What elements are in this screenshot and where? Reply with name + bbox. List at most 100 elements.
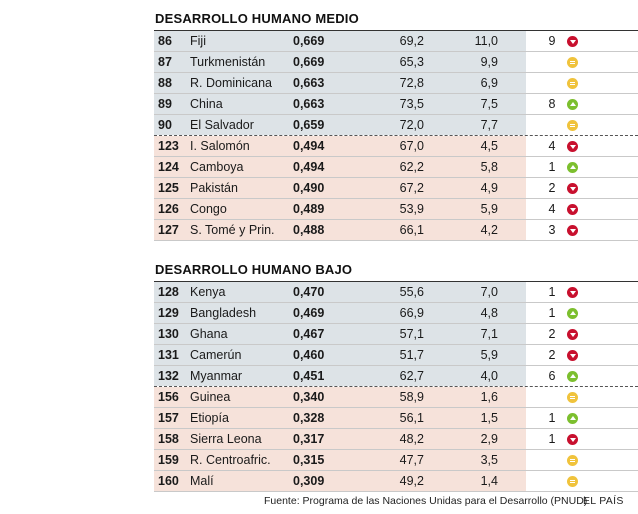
table-row: 90 El Salvador 0,659 72,0 7,7: [154, 115, 638, 136]
rank-change: 1: [548, 160, 556, 174]
rank-cell: 128: [158, 285, 179, 299]
schooling-years: 5,9: [480, 202, 498, 216]
group-divider: [154, 386, 638, 387]
row-background: [154, 450, 526, 470]
idh-value: 0,669: [293, 34, 325, 48]
table-row: 132 Myanmar 0,451 62,7 4,0 6: [154, 366, 638, 387]
country-cell: S. Tomé y Prin.: [190, 223, 275, 237]
rank-cell: 130: [158, 327, 179, 341]
schooling-years: 9,9: [480, 55, 498, 69]
rank-cell: 131: [158, 348, 179, 362]
life-expectancy: 65,3: [399, 55, 424, 69]
equal-icon: [567, 78, 578, 89]
arrow-down-icon: [567, 36, 578, 47]
life-expectancy: 72,0: [399, 118, 424, 132]
rank-cell: 123: [158, 139, 179, 153]
table-row: 87 Turkmenistán 0,669 65,3 9,9: [154, 52, 638, 73]
idh-value: 0,309: [293, 474, 325, 488]
row-divider: [154, 407, 638, 408]
country-cell: Kenya: [190, 285, 226, 299]
idh-value: 0,467: [293, 327, 325, 341]
idh-value: 0,460: [293, 348, 325, 362]
schooling-years: 3,5: [480, 453, 498, 467]
rank-change: 3: [548, 223, 556, 237]
rank-change: 4: [548, 202, 556, 216]
schooling-years: 2,9: [480, 432, 498, 446]
rank-cell: 158: [158, 432, 179, 446]
equal-icon: [567, 57, 578, 68]
row-background: [154, 220, 526, 240]
idh-value: 0,469: [293, 306, 325, 320]
table-row: 89 China 0,663 73,5 7,5 8: [154, 94, 638, 115]
idh-value: 0,490: [293, 181, 325, 195]
arrow-down-icon: [567, 183, 578, 194]
table-row: 86 Fiji 0,669 69,2 11,0 9: [154, 30, 638, 52]
rank-cell: 159: [158, 453, 179, 467]
arrow-down-icon: [567, 434, 578, 445]
rank-cell: 156: [158, 390, 179, 404]
table-row: 88 R. Dominicana 0,663 72,8 6,9: [154, 73, 638, 94]
row-divider: [154, 177, 638, 178]
life-expectancy: 69,2: [399, 34, 424, 48]
table-row: 123 I. Salomón 0,494 67,0 4,5 4: [154, 136, 638, 157]
rank-cell: 89: [158, 97, 172, 111]
row-background: [154, 115, 526, 135]
rank-change: 1: [548, 285, 556, 299]
idh-value: 0,340: [293, 390, 325, 404]
life-expectancy: 53,9: [399, 202, 424, 216]
arrow-down-icon: [567, 204, 578, 215]
idh-value: 0,488: [293, 223, 325, 237]
arrow-up-icon: [567, 162, 578, 173]
equal-icon: [567, 120, 578, 131]
row-divider: [154, 344, 638, 345]
idh-value: 0,669: [293, 55, 325, 69]
row-background: [154, 94, 526, 114]
rank-change: 2: [548, 348, 556, 362]
row-background: [154, 324, 526, 344]
life-expectancy: 66,9: [399, 306, 424, 320]
row-divider: [154, 428, 638, 429]
arrow-up-icon: [567, 99, 578, 110]
table-row: 124 Camboya 0,494 62,2 5,8 1: [154, 157, 638, 178]
brand-logo: EL PAÍS: [583, 495, 624, 507]
life-expectancy: 67,2: [399, 181, 424, 195]
table-row: 128 Kenya 0,470 55,6 7,0 1: [154, 281, 638, 303]
rank-change: 6: [548, 369, 556, 383]
row-background: [154, 157, 526, 177]
country-cell: Sierra Leona: [190, 432, 262, 446]
life-expectancy: 62,7: [399, 369, 424, 383]
rank-cell: 126: [158, 202, 179, 216]
idh-value: 0,470: [293, 285, 325, 299]
schooling-years: 11,0: [474, 34, 498, 48]
row-background: [154, 31, 526, 51]
schooling-years: 4,9: [480, 181, 498, 195]
row-divider: [154, 51, 638, 52]
row-background: [154, 178, 526, 198]
table-row: 130 Ghana 0,467 57,1 7,1 2: [154, 324, 638, 345]
country-cell: Pakistán: [190, 181, 238, 195]
schooling-years: 4,0: [480, 369, 498, 383]
rank-cell: 160: [158, 474, 179, 488]
idh-value: 0,317: [293, 432, 325, 446]
life-expectancy: 67,0: [399, 139, 424, 153]
life-expectancy: 66,1: [399, 223, 424, 237]
idh-value: 0,315: [293, 453, 325, 467]
table-row: 127 S. Tomé y Prin. 0,488 66,1 4,2 3: [154, 220, 638, 241]
life-expectancy: 57,1: [399, 327, 424, 341]
country-cell: Camerún: [190, 348, 242, 362]
equal-icon: [567, 455, 578, 466]
country-cell: China: [190, 97, 223, 111]
row-divider: [154, 72, 638, 73]
section-title-medio: DESARROLLO HUMANO MEDIO: [155, 11, 359, 26]
country-cell: R. Dominicana: [190, 76, 272, 90]
schooling-years: 6,9: [480, 76, 498, 90]
country-cell: Congo: [190, 202, 227, 216]
rank-change: 8: [548, 97, 556, 111]
schooling-years: 5,9: [480, 348, 498, 362]
row-divider: [154, 219, 638, 220]
row-background: [154, 471, 526, 491]
schooling-years: 7,1: [480, 327, 498, 341]
idh-value: 0,494: [293, 160, 325, 174]
group-divider: [154, 135, 638, 136]
life-expectancy: 72,8: [399, 76, 424, 90]
